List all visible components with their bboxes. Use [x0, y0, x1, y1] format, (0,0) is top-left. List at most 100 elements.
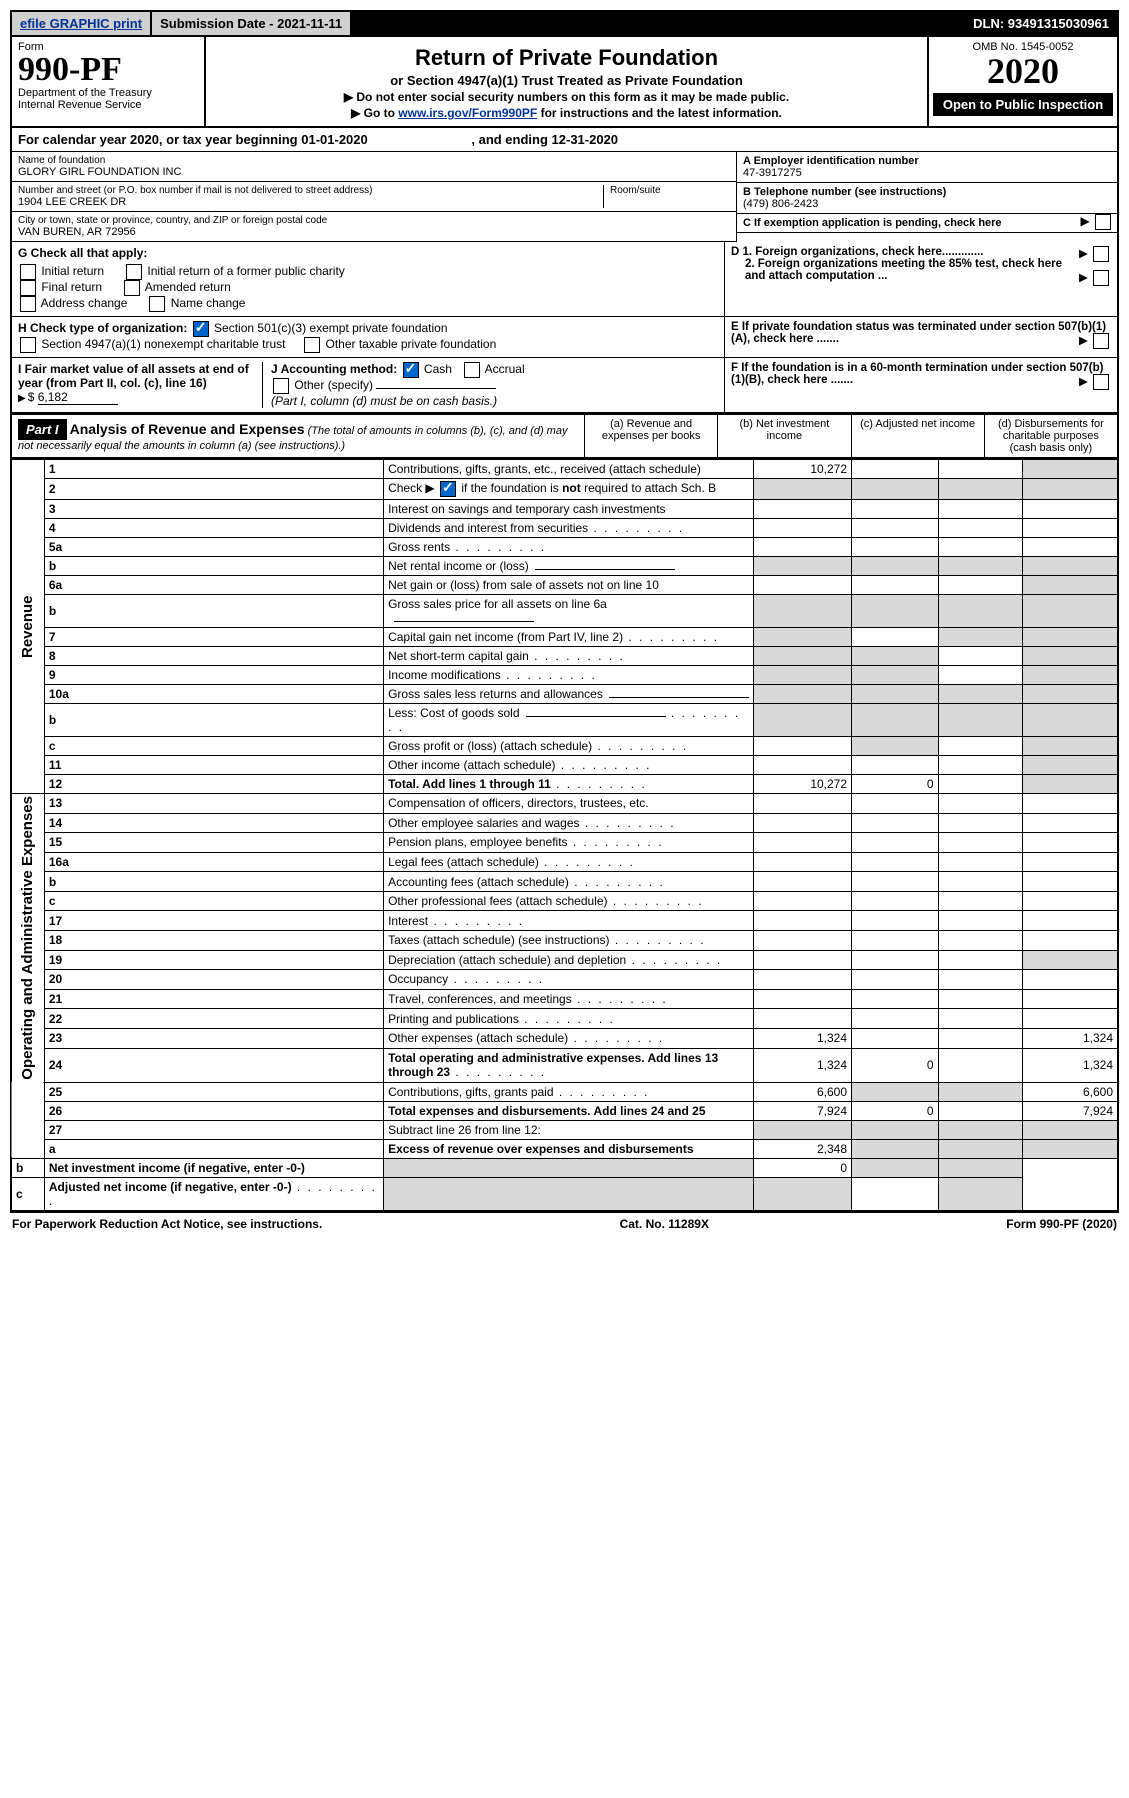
j-note: (Part I, column (d) must be on cash basi… — [271, 394, 497, 408]
g-name-change-checkbox[interactable] — [149, 296, 165, 312]
e-checkbox[interactable] — [1093, 333, 1109, 349]
city: VAN BUREN, AR 72956 — [18, 226, 730, 238]
city-label: City or town, state or province, country… — [18, 215, 730, 226]
line-desc: Other expenses (attach schedule) — [384, 1028, 754, 1048]
header-mid: Return of Private Foundation or Section … — [206, 37, 927, 126]
efile-link[interactable]: efile GRAPHIC print — [20, 16, 142, 31]
line-desc: Travel, conferences, and meetings — [384, 989, 754, 1009]
table-row: 16aLegal fees (attach schedule) — [11, 852, 1118, 872]
value-cell — [852, 872, 939, 892]
value-cell — [1022, 989, 1118, 1009]
table-row: bLess: Cost of goods sold — [11, 704, 1118, 737]
line-number: c — [11, 1177, 44, 1211]
header-right: OMB No. 1545-0052 2020 Open to Public In… — [927, 37, 1117, 126]
value-cell — [1022, 685, 1118, 704]
j-other-checkbox[interactable] — [273, 378, 289, 394]
line-desc: Adjusted net income (if negative, enter … — [44, 1177, 383, 1211]
value-cell — [754, 576, 852, 595]
line-desc: Gross sales less returns and allowances — [384, 685, 754, 704]
ein-label: A Employer identification number — [743, 155, 1111, 167]
g-final-return-checkbox[interactable] — [20, 280, 36, 296]
line-number: 2 — [44, 479, 383, 500]
line-desc: Total. Add lines 1 through 11 — [384, 775, 754, 794]
h-other-taxable-checkbox[interactable] — [304, 337, 320, 353]
d2-checkbox[interactable] — [1093, 270, 1109, 286]
foundation-name-cell: Name of foundation GLORY GIRL FOUNDATION… — [12, 152, 736, 182]
value-cell — [754, 685, 852, 704]
line-desc: Printing and publications — [384, 1009, 754, 1029]
value-cell — [938, 557, 1022, 576]
j-accrual-checkbox[interactable] — [464, 362, 480, 378]
value-cell — [938, 460, 1022, 479]
g-amended-checkbox[interactable] — [124, 280, 140, 296]
line-desc: Excess of revenue over expenses and disb… — [384, 1139, 754, 1158]
form-header: Form 990-PF Department of the Treasury I… — [10, 37, 1119, 128]
table-row: 21Travel, conferences, and meetings — [11, 989, 1118, 1009]
value-cell — [1022, 891, 1118, 911]
line-number: 1 — [44, 460, 383, 479]
g-opt-5: Name change — [171, 296, 246, 310]
d1-label: D 1. Foreign organizations, check here..… — [731, 246, 983, 258]
note-ssn: ▶ Do not enter social security numbers o… — [212, 90, 921, 104]
value-cell — [1022, 737, 1118, 756]
col-b-head: (b) Net investment income — [717, 415, 850, 457]
value-cell — [852, 950, 939, 970]
table-row: 12Total. Add lines 1 through 1110,2720 — [11, 775, 1118, 794]
cal-a: For calendar year 2020, or tax year begi… — [18, 132, 301, 147]
line-number: 4 — [44, 519, 383, 538]
table-row: 23Other expenses (attach schedule)1,3241… — [11, 1028, 1118, 1048]
g-opt-4: Amended return — [145, 280, 231, 294]
value-cell — [754, 628, 852, 647]
line-desc: Total operating and administrative expen… — [384, 1048, 754, 1082]
irs: Internal Revenue Service — [18, 99, 198, 111]
value-cell — [852, 737, 939, 756]
d1-checkbox[interactable] — [1093, 246, 1109, 262]
table-row: bNet investment income (if negative, ent… — [11, 1158, 1118, 1177]
value-cell — [1022, 950, 1118, 970]
j-cash-checkbox[interactable] — [403, 362, 419, 378]
e-block: E If private foundation status was termi… — [725, 317, 1117, 357]
g-initial-former-checkbox[interactable] — [126, 264, 142, 280]
value-cell — [938, 576, 1022, 595]
value-cell — [938, 1101, 1022, 1120]
table-row: 4Dividends and interest from securities — [11, 519, 1118, 538]
line-number: 22 — [44, 1009, 383, 1029]
f-checkbox[interactable] — [1093, 374, 1109, 390]
part1-title-cell: Part I Analysis of Revenue and Expenses … — [12, 415, 584, 457]
value-cell — [938, 1120, 1022, 1139]
j-cash: Cash — [424, 362, 452, 376]
table-row: cOther professional fees (attach schedul… — [11, 891, 1118, 911]
line-number: 7 — [44, 628, 383, 647]
value-cell — [938, 1177, 1022, 1211]
part1-tag: Part I — [18, 419, 67, 440]
address-cell: Number and street (or P.O. box number if… — [12, 182, 736, 212]
value-cell — [852, 891, 939, 911]
value-cell: 0 — [852, 775, 939, 794]
line-desc: Net investment income (if negative, ente… — [44, 1158, 383, 1177]
j-other-line — [376, 388, 496, 389]
value-cell — [938, 833, 1022, 853]
h-4947-checkbox[interactable] — [20, 337, 36, 353]
footer: For Paperwork Reduction Act Notice, see … — [10, 1212, 1119, 1235]
line-desc: Contributions, gifts, grants paid — [384, 1082, 754, 1101]
efile-print-btn[interactable]: efile GRAPHIC print — [12, 12, 150, 35]
topbar-spacer — [352, 12, 963, 35]
form990pf-link[interactable]: www.irs.gov/Form990PF — [398, 106, 537, 120]
line-number: 11 — [44, 756, 383, 775]
j-accrual: Accrual — [485, 362, 525, 376]
value-cell: 6,600 — [754, 1082, 852, 1101]
g-address-change-checkbox[interactable] — [20, 296, 36, 312]
value-cell — [938, 500, 1022, 519]
value-cell — [1022, 557, 1118, 576]
part1-cols: (a) Revenue and expenses per books (b) N… — [584, 415, 1117, 457]
g-initial-return-checkbox[interactable] — [20, 264, 36, 280]
value-cell — [938, 1158, 1022, 1177]
value-cell — [938, 685, 1022, 704]
c-checkbox[interactable] — [1095, 214, 1111, 230]
table-row: 18Taxes (attach schedule) (see instructi… — [11, 931, 1118, 951]
table-row: Revenue1Contributions, gifts, grants, et… — [11, 460, 1118, 479]
value-cell — [1022, 911, 1118, 931]
sch-b-checkbox[interactable] — [440, 481, 456, 497]
h-501c3-checkbox[interactable] — [193, 321, 209, 337]
value-cell — [754, 756, 852, 775]
